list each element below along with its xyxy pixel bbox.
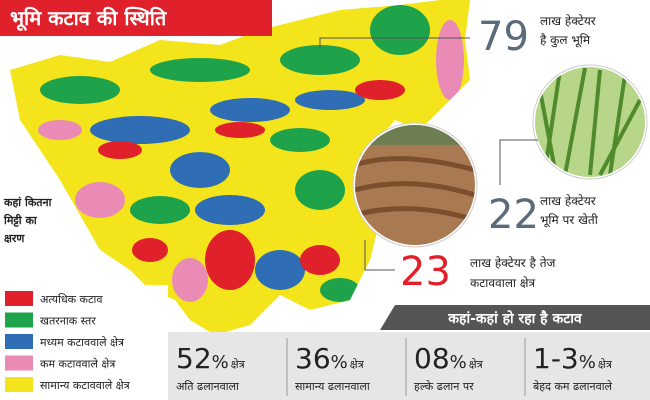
slope-number: 1-3 — [533, 342, 579, 375]
slope-sub: हल्के ढलान पर — [414, 380, 474, 393]
slope-value: 08% क्षेत्र — [414, 342, 484, 375]
slope-value: 1-3% क्षेत्र — [533, 342, 613, 375]
stat-text: भूमि पर खेती — [540, 213, 599, 228]
stat-number: 23 — [400, 249, 451, 295]
legend-label: मध्यम कटाववाले क्षेत्र — [40, 336, 125, 349]
connector — [499, 139, 538, 185]
legend-swatch — [5, 334, 33, 349]
stat-text: लाख हेक्टेयर — [540, 194, 597, 208]
slope-number: 52 — [176, 342, 212, 375]
legend-label: सामान्य कटाववाले क्षेत्र — [40, 379, 131, 392]
slope-unit: % — [450, 352, 467, 373]
legend-heading: क्षरण — [4, 232, 25, 245]
slope-unit: % — [331, 352, 348, 373]
stat-number: 22 — [488, 192, 539, 238]
slope-label: क्षेत्र — [231, 358, 246, 371]
slope-unit: % — [212, 352, 229, 373]
slope-number: 08 — [414, 342, 450, 375]
slope-label: क्षेत्र — [350, 358, 365, 371]
slope-label: क्षेत्र — [469, 358, 484, 371]
photo-grass — [532, 64, 648, 180]
legend: अत्यधिक कटाव खतरनाक स्तर मध्यम कटाववाले क्… — [0, 285, 168, 400]
slope-sub: बेहद कम ढलानवाले — [533, 380, 613, 393]
slope-value: 36% क्षेत्र — [295, 342, 365, 375]
slope-number: 36 — [295, 342, 331, 375]
stat-text: लाख हेक्टेयर — [540, 14, 597, 28]
banner — [380, 305, 650, 330]
slope-panel — [168, 332, 650, 400]
legend-swatch — [5, 312, 33, 328]
stat-text: लाख हेक्टेयर है तेज — [470, 256, 557, 270]
slopes: 52% क्षेत्रअति ढलानवाला36% क्षेत्रसामान्य … — [176, 338, 613, 396]
slope-unit: % — [579, 352, 596, 373]
connector — [319, 37, 470, 48]
banner-text: कहां-कहां हो रहा है कटाव — [447, 310, 583, 327]
slope-value: 52% क्षेत्र — [176, 342, 246, 375]
legend-label: अत्यधिक कटाव — [40, 293, 103, 306]
slope-sub: अति ढलानवाला — [176, 380, 239, 393]
connector — [364, 240, 395, 271]
stat-number: 79 — [478, 14, 529, 60]
photo-soil — [352, 122, 478, 248]
slope-label: क्षेत्र — [598, 358, 613, 371]
legend-swatch — [5, 377, 33, 392]
legend-swatch — [5, 291, 33, 306]
legend-heading: कहां कितना — [3, 195, 53, 209]
title: भूमि कटाव की स्थिति — [10, 6, 168, 31]
title-box — [0, 0, 272, 36]
legend-swatch — [5, 355, 33, 371]
stat-text: कटाववाला क्षेत्र — [470, 276, 535, 290]
legend-label: खतरनाक स्तर — [40, 315, 96, 328]
stat-text: है कुल भूमि — [540, 33, 591, 48]
legend-label: कम कटाववाले क्षेत्र — [40, 358, 116, 371]
slope-sub: सामान्य ढलानवाला — [295, 380, 370, 393]
legend-heading: मिट्टी का — [3, 213, 38, 227]
